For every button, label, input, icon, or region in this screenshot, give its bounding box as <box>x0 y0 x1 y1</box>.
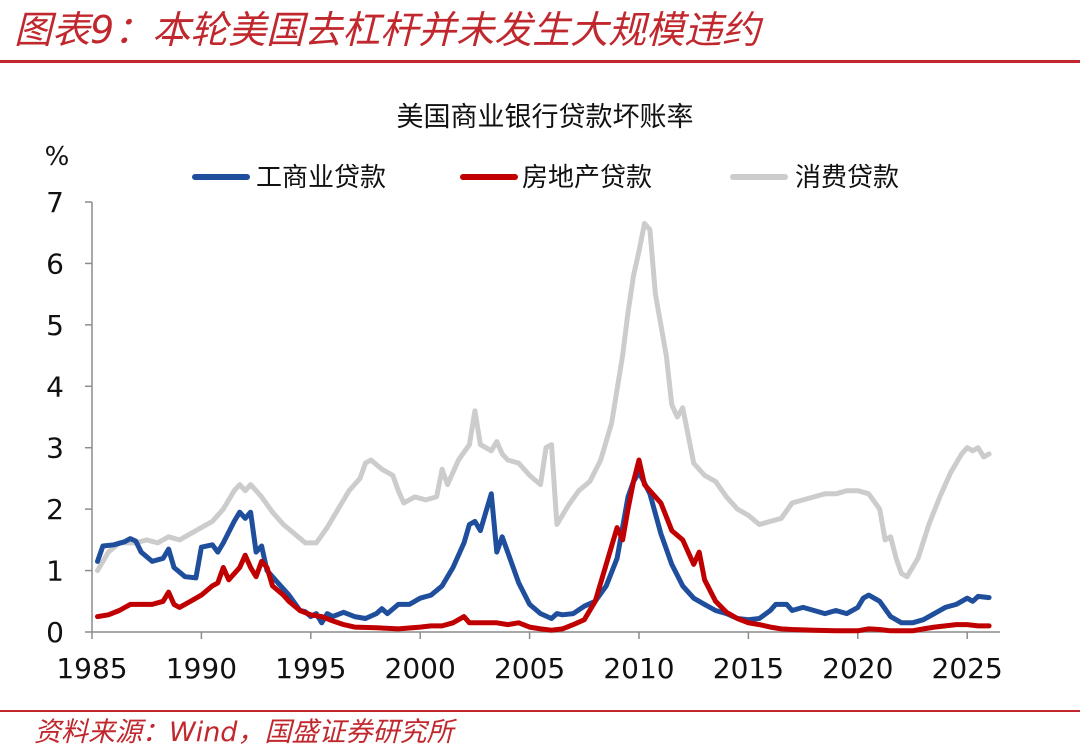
y-tick-label: 5 <box>46 309 64 342</box>
y-tick-label: 1 <box>46 555 64 588</box>
x-tick-label: 1995 <box>275 652 346 685</box>
y-axis-unit: % <box>45 142 70 172</box>
line-chart: 美国商业银行贷款坏账率 % 工商业贷款 房地产贷款 消费贷款 0 1 2 3 4 5 6 7 198… <box>45 102 1003 685</box>
footer-divider <box>0 710 1080 712</box>
x-tick-label: 2005 <box>494 652 565 685</box>
legend-label-1: 工商业贷款 <box>256 163 386 193</box>
series-line-3 <box>95 221 992 580</box>
y-tick-label: 3 <box>46 432 64 465</box>
legend: 工商业贷款 房地产贷款 消费贷款 <box>192 163 899 193</box>
series-line-2 <box>95 457 992 634</box>
x-tick-label: 2025 <box>932 652 1003 685</box>
series-line-1 <box>95 469 992 626</box>
y-tick-label: 6 <box>46 247 64 280</box>
x-tick-label: 2000 <box>385 652 456 685</box>
series-layer <box>95 221 992 634</box>
axes: 0 1 2 3 4 5 6 7 1985 1990 1995 2000 2005 2010 2015 2020… <box>46 186 1003 685</box>
x-tick-label: 1985 <box>56 652 127 685</box>
x-tick-label: 2015 <box>713 652 784 685</box>
source-note: 资料来源：Wind，国盛证券研究所 <box>34 717 454 748</box>
y-tick-label: 4 <box>46 370 64 403</box>
legend-label-2: 房地产贷款 <box>522 163 652 193</box>
page-title: 图表9：本轮美国去杠杆并未发生大规模违约 <box>14 8 761 52</box>
x-tick-label: 1990 <box>166 652 237 685</box>
chart-title: 美国商业银行贷款坏账率 <box>397 102 694 133</box>
x-tick-label: 2010 <box>603 652 674 685</box>
y-tick-label: 2 <box>46 493 64 526</box>
x-tick-label: 2020 <box>822 652 893 685</box>
header-divider <box>0 60 1080 63</box>
legend-label-3: 消费贷款 <box>795 163 899 193</box>
y-tick-label: 7 <box>46 186 64 219</box>
y-tick-label: 0 <box>46 616 64 649</box>
